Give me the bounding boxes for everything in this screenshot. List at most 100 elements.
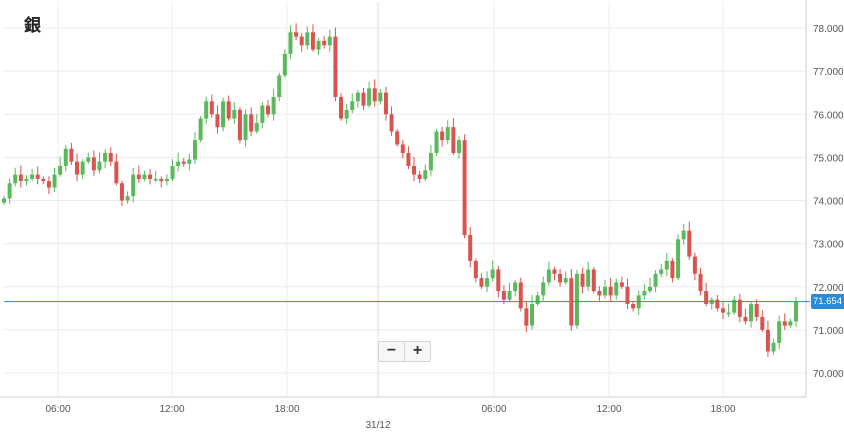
candle — [692, 252, 697, 281]
candle-body — [546, 269, 551, 283]
candle — [266, 99, 270, 118]
candle-body — [558, 273, 563, 283]
candle-body — [614, 282, 619, 296]
candle — [636, 290, 641, 315]
candle — [237, 107, 242, 144]
candle-body — [119, 183, 124, 201]
candle-body — [367, 88, 372, 106]
candle-body — [485, 278, 490, 287]
candle — [176, 152, 181, 172]
candle-body — [440, 131, 445, 141]
candle-body — [754, 304, 759, 317]
candle-body — [670, 260, 675, 279]
candle-body — [310, 32, 315, 50]
candle-body — [30, 174, 35, 179]
candle — [339, 93, 344, 121]
candle — [192, 132, 197, 164]
candle — [485, 271, 490, 293]
candle — [91, 150, 96, 176]
candle-body — [395, 131, 400, 145]
candle — [181, 158, 186, 168]
candle-body — [237, 109, 242, 141]
candle — [125, 191, 130, 204]
candle — [726, 303, 731, 317]
candle — [541, 276, 546, 301]
candle-body — [580, 273, 585, 287]
candle-body — [642, 291, 647, 296]
candle-body — [541, 282, 546, 296]
x-tick-label: 12:00 — [596, 404, 621, 415]
x-tick-label: 18:00 — [274, 404, 299, 415]
candle — [771, 339, 776, 355]
candle — [119, 180, 124, 206]
candle-body — [513, 282, 518, 292]
zoom-out-button[interactable]: − — [386, 342, 397, 359]
y-tick-label: 78.000 — [813, 24, 844, 35]
candle — [563, 271, 568, 285]
candle-body — [490, 269, 495, 279]
candle — [344, 104, 349, 124]
candle-body — [108, 153, 113, 162]
current-price-label: 71.654 — [811, 294, 844, 309]
candle — [440, 126, 445, 147]
candle — [97, 152, 102, 174]
candle-body — [687, 230, 692, 257]
candle — [316, 38, 321, 55]
candle-body — [473, 260, 478, 279]
candle-body — [603, 286, 608, 296]
candle-body — [782, 321, 787, 326]
x-tick-label: 12:00 — [159, 404, 184, 415]
candle — [704, 283, 709, 307]
x-tick-label: 31/12 — [365, 420, 390, 431]
chart-grid — [4, 2, 806, 397]
zoom-controls: − + — [378, 341, 431, 362]
candle-body — [400, 144, 405, 154]
candle — [86, 152, 91, 164]
candle — [310, 24, 315, 52]
candle — [372, 79, 377, 107]
candle — [69, 142, 74, 165]
candle-body — [501, 291, 506, 300]
candle-body — [181, 161, 186, 164]
candle-body — [653, 273, 658, 287]
candle — [153, 170, 158, 183]
candle-body — [136, 174, 141, 179]
candle-body — [625, 286, 630, 304]
candle — [743, 308, 748, 325]
candle-body — [417, 174, 422, 179]
candle-body — [647, 286, 652, 292]
candle-body — [406, 153, 411, 166]
candle-body — [164, 178, 169, 182]
candle — [496, 265, 501, 298]
candle-body — [69, 148, 74, 162]
candle — [720, 301, 725, 320]
candle-body — [462, 140, 467, 235]
candle — [788, 318, 793, 328]
candle-body — [221, 101, 226, 128]
candle — [18, 165, 23, 188]
candle-body — [574, 273, 579, 326]
candle — [546, 261, 551, 286]
candle-body — [209, 101, 214, 115]
candle-body — [378, 92, 383, 102]
candle — [13, 167, 18, 187]
candle-body — [97, 161, 102, 171]
candle — [462, 134, 467, 239]
candle-body — [305, 32, 310, 46]
candle — [681, 223, 686, 245]
candle-body — [249, 114, 254, 132]
candle — [355, 90, 360, 108]
candle — [294, 23, 299, 40]
candle-body — [704, 291, 709, 304]
candle — [204, 96, 209, 124]
candle — [2, 195, 6, 205]
candle — [569, 269, 574, 331]
candle — [558, 269, 563, 287]
zoom-in-button[interactable]: + — [404, 342, 430, 361]
candle-body — [103, 153, 108, 162]
candle-body — [631, 304, 636, 309]
candle — [501, 285, 506, 304]
candle — [30, 168, 35, 182]
candle-body — [159, 178, 164, 182]
x-tick-label: 18:00 — [710, 404, 735, 415]
